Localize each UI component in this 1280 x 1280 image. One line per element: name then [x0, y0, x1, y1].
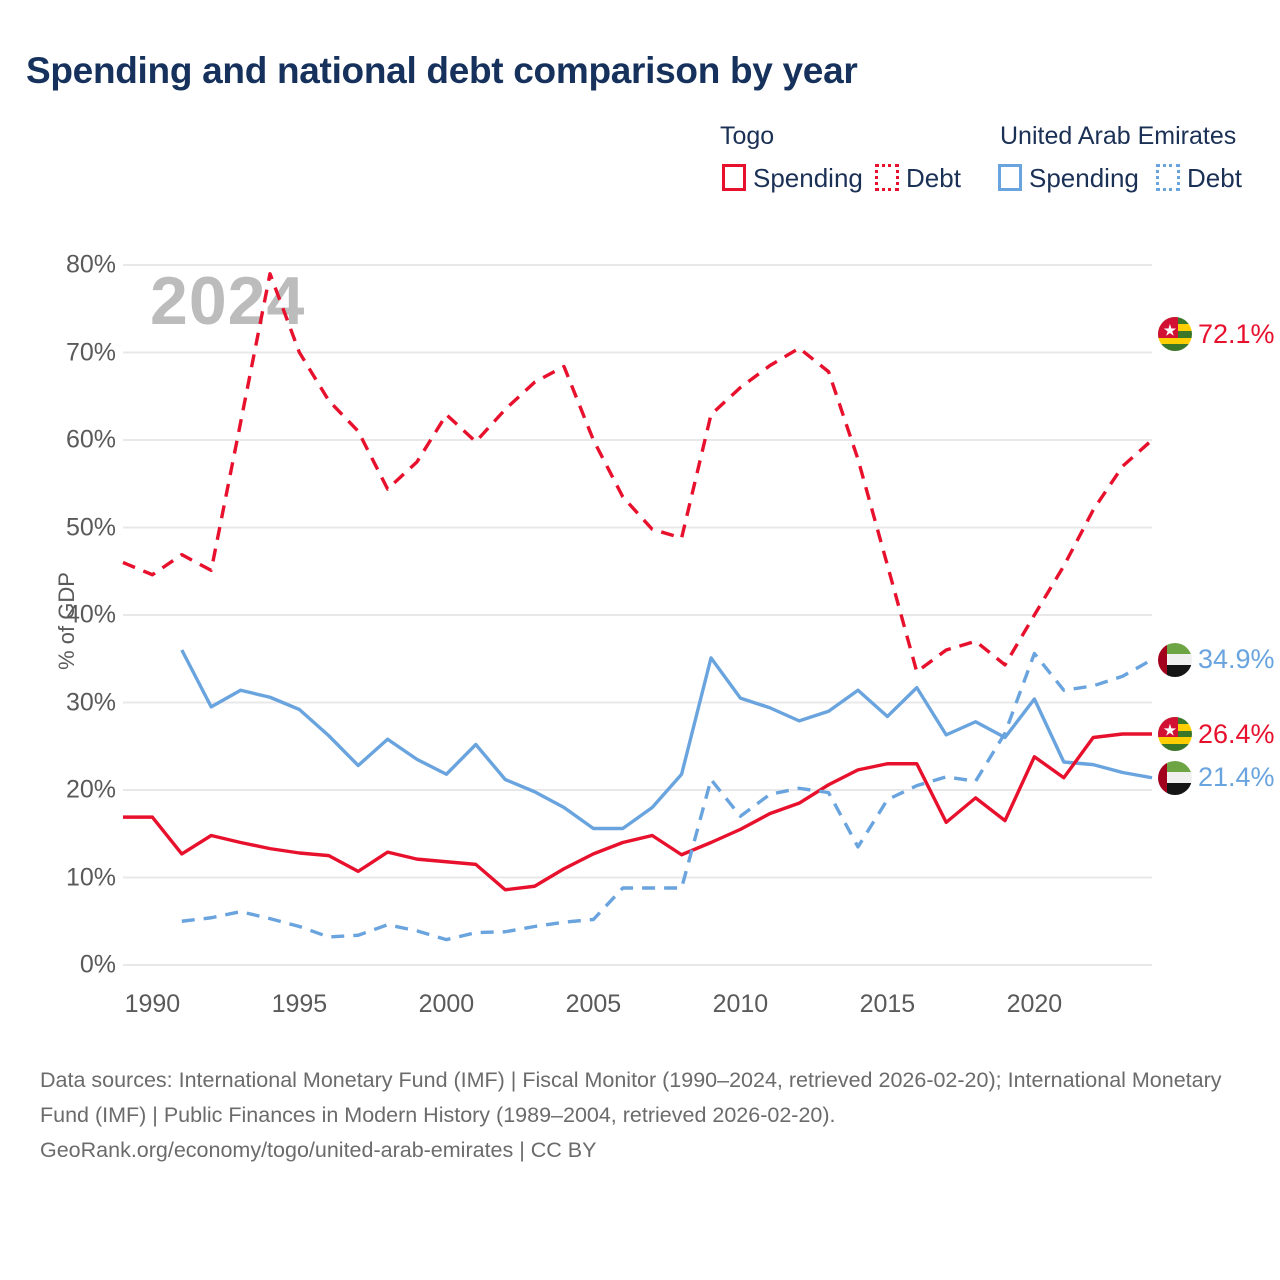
x-tick-label: 2015 [859, 990, 916, 1018]
legend-item-togo-spending[interactable]: Spending [722, 164, 863, 191]
x-tick-label: 2000 [418, 990, 475, 1018]
y-tick-label: 0% [79, 950, 116, 979]
legend: Togo United Arab Emirates Spending Debt … [700, 122, 1260, 202]
legend-item-togo-debt[interactable]: Debt [875, 164, 961, 191]
legend-item-uae-debt[interactable]: Debt [1156, 164, 1242, 191]
line-chart: % of GDP 2024 0% 10% 20% 30% 40% 50% 60% 70% 80%… [32, 0, 1275, 1040]
y-tick-label: 20% [65, 775, 116, 804]
end-label: 21.4% [1158, 760, 1275, 795]
y-tick-label: 40% [65, 600, 116, 629]
x-tick-label: 1995 [271, 990, 328, 1018]
end-label: 34.9% [1158, 642, 1275, 677]
series-line-togo-spending [123, 732, 1152, 892]
togo-flag-icon [1158, 317, 1192, 352]
end-label-value: 72.1% [1198, 318, 1275, 349]
y-tick-label: 10% [65, 863, 116, 891]
y-tick-label: 80% [65, 250, 116, 279]
footer-sources: Data sources: International Monetary Fun… [40, 1063, 1240, 1133]
legend-label: Spending [753, 162, 863, 193]
year-watermark: 2024 [150, 263, 306, 339]
legend-item-uae-spending[interactable]: Spending [998, 164, 1139, 191]
footer-line-2: International Monetary Fund (IMF) | Publ… [40, 1068, 1222, 1127]
x-tick-label: 2010 [712, 990, 769, 1018]
legend-group-togo: Togo [720, 122, 775, 150]
footer-line-1: Data sources: International Monetary Fun… [40, 1068, 1002, 1092]
togo-flag-icon [1158, 717, 1192, 751]
series-line-togo-debt [122, 272, 1154, 674]
legend-swatch-solid-red-icon [722, 164, 746, 191]
footer: Data sources: International Monetary Fun… [40, 1063, 1240, 1168]
legend-group-uae: United Arab Emirates [1000, 122, 1237, 150]
y-tick-label: 60% [65, 425, 116, 454]
end-label-value: 34.9% [1198, 644, 1275, 675]
series-line-united-arab-emirates-spending [180, 649, 1153, 831]
end-label: 26.4% [1158, 717, 1275, 751]
end-label: 72.1% [1158, 317, 1275, 352]
legend-label: Debt [1187, 162, 1242, 193]
x-tick-label: 1990 [124, 990, 181, 1018]
y-tick-label: 70% [65, 338, 116, 366]
footer-attribution: GeoRank.org/economy/togo/united-arab-emi… [40, 1138, 597, 1162]
x-tick-label: 2020 [1006, 990, 1063, 1018]
end-label-value: 21.4% [1198, 762, 1275, 793]
uae-flag-icon [1158, 760, 1192, 795]
legend-label: Spending [1029, 162, 1139, 193]
legend-label: Debt [906, 162, 961, 193]
end-label-value: 26.4% [1198, 718, 1275, 749]
legend-swatch-solid-blue-icon [998, 164, 1022, 191]
y-tick-label: 30% [65, 688, 116, 716]
page-title: Spending and national debt comparison by… [26, 50, 858, 91]
y-axis-ticks: 0% 10% 20% 30% 40% 50% 60% 70% 80% [32, 0, 116, 1040]
x-tick-label: 2005 [565, 990, 622, 1018]
plot-canvas [122, 264, 1154, 966]
series-line-united-arab-emirates-debt [181, 651, 1153, 942]
uae-flag-icon [1158, 642, 1192, 677]
legend-swatch-dotted-red-icon [875, 164, 899, 191]
y-tick-label: 50% [65, 513, 116, 541]
legend-swatch-dotted-blue-icon [1156, 164, 1180, 191]
